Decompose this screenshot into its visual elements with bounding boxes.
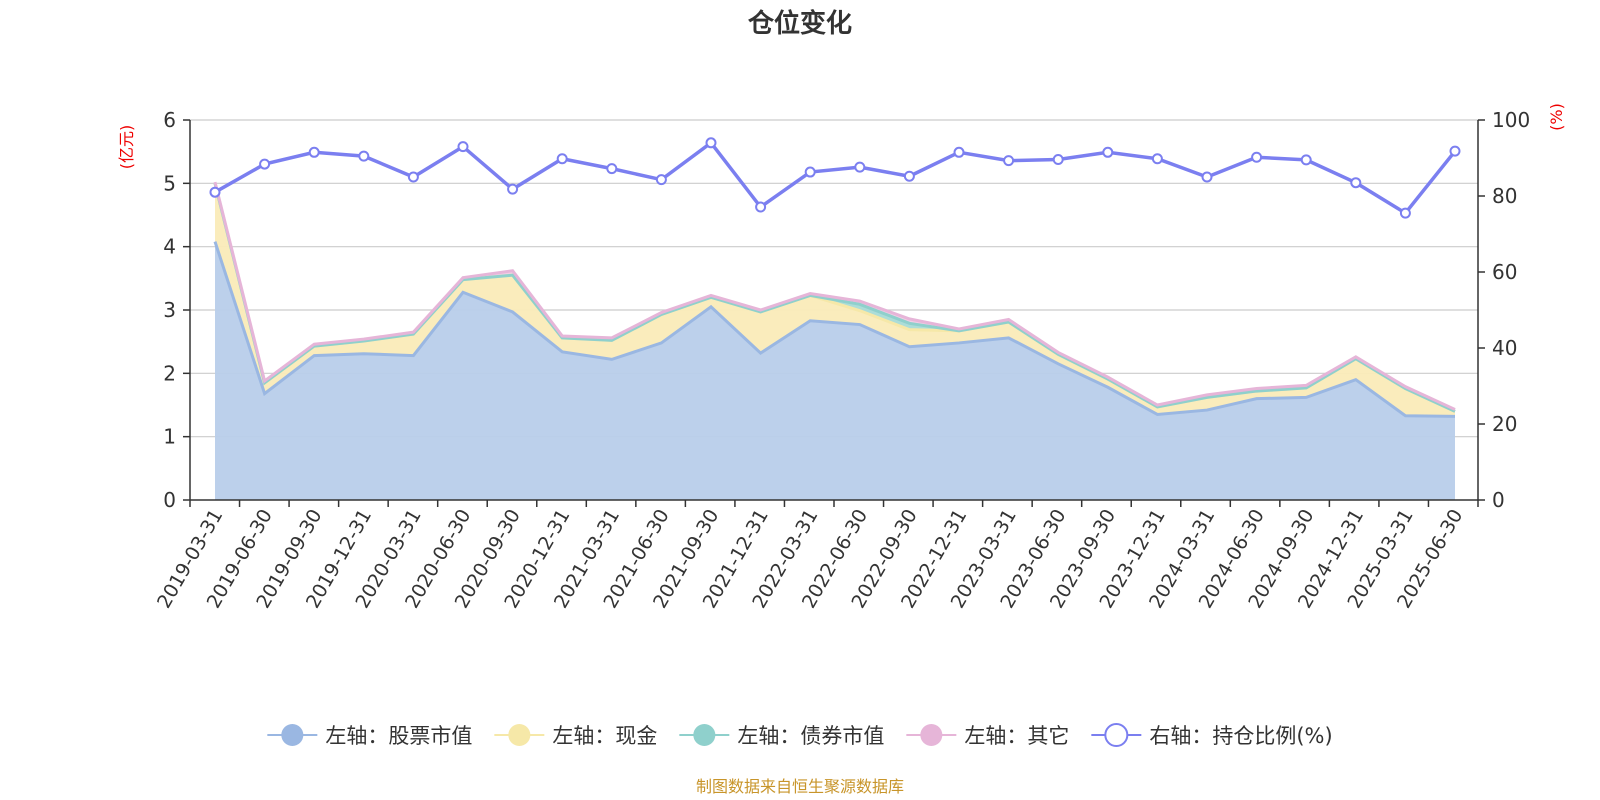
left-tick-label-4: 4	[163, 235, 176, 259]
legend-item-左轴：现金[interactable]: 左轴：现金	[494, 724, 657, 748]
point-右轴：持仓比例(%)-2021-06-30	[655, 174, 667, 186]
legend[interactable]: 左轴：股票市值 左轴：现金 左轴：债券市值 左轴：其它 右轴：持仓比例(%)	[267, 723, 1333, 748]
left-tick-label-0: 0	[163, 488, 176, 512]
point-右轴：持仓比例(%)-2022-03-31	[804, 166, 816, 178]
series-lines	[209, 137, 1461, 418]
chart-title: 仓位变化	[747, 8, 852, 39]
legend-label: 右轴：持仓比例(%)	[1149, 724, 1332, 748]
left-axis-unit: (亿元)	[117, 125, 136, 170]
right-tick-label-100: 100	[1492, 108, 1530, 132]
point-右轴：持仓比例(%)-2021-09-30	[705, 137, 717, 149]
left-tick-label-3: 3	[163, 298, 176, 322]
left-tick-label-5: 5	[163, 171, 176, 195]
left-tick-label-2: 2	[163, 361, 176, 385]
legend-item-左轴：其它[interactable]: 左轴：其它	[906, 724, 1069, 748]
legend-marker-dot	[693, 724, 716, 746]
right-tick-label-20: 20	[1492, 412, 1517, 436]
point-右轴：持仓比例(%)-2024-12-31	[1350, 177, 1362, 189]
point-右轴：持仓比例(%)-2020-12-31	[556, 153, 568, 165]
legend-marker-dot	[1104, 723, 1129, 747]
line-左轴：股票市值	[213, 241, 1456, 418]
point-右轴：持仓比例(%)-2023-12-31	[1151, 153, 1163, 165]
point-右轴：持仓比例(%)-2024-09-30	[1300, 154, 1312, 166]
left-tick-label-6: 6	[163, 108, 176, 132]
point-右轴：持仓比例(%)-2019-12-31	[358, 150, 370, 162]
right-axis-unit: (%)	[1547, 103, 1566, 131]
point-右轴：持仓比例(%)-2020-06-30	[457, 141, 469, 153]
data-source-note: 制图数据来自恒生聚源数据库	[696, 777, 904, 796]
point-右轴：持仓比例(%)-2025-06-30	[1449, 145, 1461, 157]
point-右轴：持仓比例(%)-2022-09-30	[903, 170, 915, 182]
point-右轴：持仓比例(%)-2019-03-31	[209, 186, 221, 198]
point-右轴：持仓比例(%)-2022-12-31	[953, 146, 965, 158]
right-tick-label-60: 60	[1492, 260, 1517, 284]
point-右轴：持仓比例(%)-2023-06-30	[1052, 154, 1064, 166]
point-右轴：持仓比例(%)-2019-09-30	[308, 146, 320, 158]
point-右轴：持仓比例(%)-2020-03-31	[407, 171, 419, 183]
legend-item-左轴：债券市值[interactable]: 左轴：债券市值	[679, 724, 884, 748]
point-右轴：持仓比例(%)-2020-09-30	[507, 183, 519, 195]
point-右轴：持仓比例(%)-2021-03-31	[606, 163, 618, 175]
legend-label: 左轴：股票市值	[325, 724, 472, 748]
legend-marker-dot	[508, 724, 531, 746]
point-右轴：持仓比例(%)-2021-12-31	[755, 201, 767, 213]
legend-label: 左轴：债券市值	[737, 724, 884, 748]
point-右轴：持仓比例(%)-2023-03-31	[1003, 155, 1015, 167]
point-右轴：持仓比例(%)-2022-06-30	[854, 161, 866, 173]
legend-marker-dot	[920, 724, 943, 746]
right-tick-label-80: 80	[1492, 184, 1517, 208]
point-右轴：持仓比例(%)-2024-06-30	[1251, 151, 1263, 163]
legend-marker-dot	[281, 724, 304, 746]
right-tick-label-0: 0	[1492, 488, 1505, 512]
legend-item-左轴：股票市值[interactable]: 左轴：股票市值	[267, 724, 472, 748]
legend-item-右轴：持仓比例(%)[interactable]: 右轴：持仓比例(%)	[1091, 723, 1333, 748]
point-右轴：持仓比例(%)-2024-03-31	[1201, 171, 1213, 183]
line-右轴：持仓比例(%)	[214, 140, 1457, 216]
point-右轴：持仓比例(%)-2019-06-30	[259, 158, 271, 170]
area-左轴：股票市值	[215, 241, 1455, 500]
line-左轴：其它	[213, 181, 1456, 411]
point-右轴：持仓比例(%)-2023-09-30	[1102, 146, 1114, 158]
left-tick-label-1: 1	[163, 425, 176, 449]
right-tick-label-40: 40	[1492, 336, 1517, 360]
legend-label: 左轴：其它	[964, 724, 1069, 748]
stacked-areas	[215, 182, 1455, 500]
point-右轴：持仓比例(%)-2025-03-31	[1399, 207, 1411, 219]
legend-label: 左轴：现金	[552, 724, 657, 748]
